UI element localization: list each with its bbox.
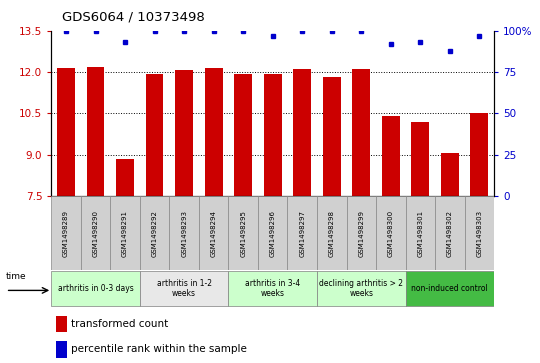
Text: GSM1498291: GSM1498291: [122, 210, 128, 257]
Bar: [51, 271, 140, 306]
Bar: [323, 77, 341, 196]
Bar: [317, 196, 347, 270]
Text: GSM1498301: GSM1498301: [417, 210, 423, 257]
Bar: [87, 68, 104, 196]
Text: GSM1498298: GSM1498298: [329, 210, 335, 257]
Bar: [199, 196, 228, 270]
Text: GSM1498299: GSM1498299: [358, 210, 365, 257]
Bar: [205, 68, 222, 196]
Text: percentile rank within the sample: percentile rank within the sample: [71, 344, 247, 354]
Bar: [57, 68, 75, 196]
Bar: [435, 196, 464, 270]
Text: time: time: [5, 273, 26, 281]
Bar: [81, 196, 110, 270]
Bar: [406, 196, 435, 270]
Text: GSM1498302: GSM1498302: [447, 210, 453, 257]
Bar: [56, 341, 67, 358]
Text: GSM1498290: GSM1498290: [92, 210, 99, 257]
Bar: [353, 69, 370, 196]
Text: transformed count: transformed count: [71, 319, 168, 329]
Text: declining arthritis > 2
weeks: declining arthritis > 2 weeks: [319, 279, 403, 298]
Text: GSM1498293: GSM1498293: [181, 210, 187, 257]
Bar: [228, 271, 317, 306]
Text: GSM1498294: GSM1498294: [211, 210, 217, 257]
Bar: [228, 196, 258, 270]
Text: arthritis in 3-4
weeks: arthritis in 3-4 weeks: [245, 279, 300, 298]
Text: GSM1498300: GSM1498300: [388, 210, 394, 257]
Bar: [406, 271, 494, 306]
Bar: [140, 271, 228, 306]
Bar: [110, 196, 140, 270]
Bar: [470, 113, 488, 196]
Bar: [376, 196, 406, 270]
Bar: [317, 271, 406, 306]
Bar: [140, 196, 170, 270]
Bar: [441, 153, 458, 196]
Bar: [56, 316, 67, 332]
Text: GSM1498296: GSM1498296: [269, 210, 276, 257]
Bar: [116, 159, 134, 196]
Bar: [146, 74, 164, 196]
Bar: [234, 74, 252, 196]
Text: GSM1498292: GSM1498292: [152, 210, 158, 257]
Bar: [347, 196, 376, 270]
Text: GDS6064 / 10373498: GDS6064 / 10373498: [62, 11, 205, 24]
Text: GSM1498295: GSM1498295: [240, 210, 246, 257]
Bar: [51, 196, 81, 270]
Text: arthritis in 1-2
weeks: arthritis in 1-2 weeks: [157, 279, 212, 298]
Bar: [287, 196, 317, 270]
Bar: [293, 69, 311, 196]
Text: arthritis in 0-3 days: arthritis in 0-3 days: [58, 284, 133, 293]
Bar: [464, 196, 494, 270]
Text: GSM1498297: GSM1498297: [299, 210, 305, 257]
Bar: [382, 116, 400, 196]
Bar: [411, 122, 429, 196]
Bar: [170, 196, 199, 270]
Text: GSM1498303: GSM1498303: [476, 210, 482, 257]
Bar: [258, 196, 287, 270]
Text: GSM1498289: GSM1498289: [63, 210, 69, 257]
Bar: [176, 70, 193, 196]
Bar: [264, 74, 281, 196]
Text: non-induced control: non-induced control: [411, 284, 488, 293]
